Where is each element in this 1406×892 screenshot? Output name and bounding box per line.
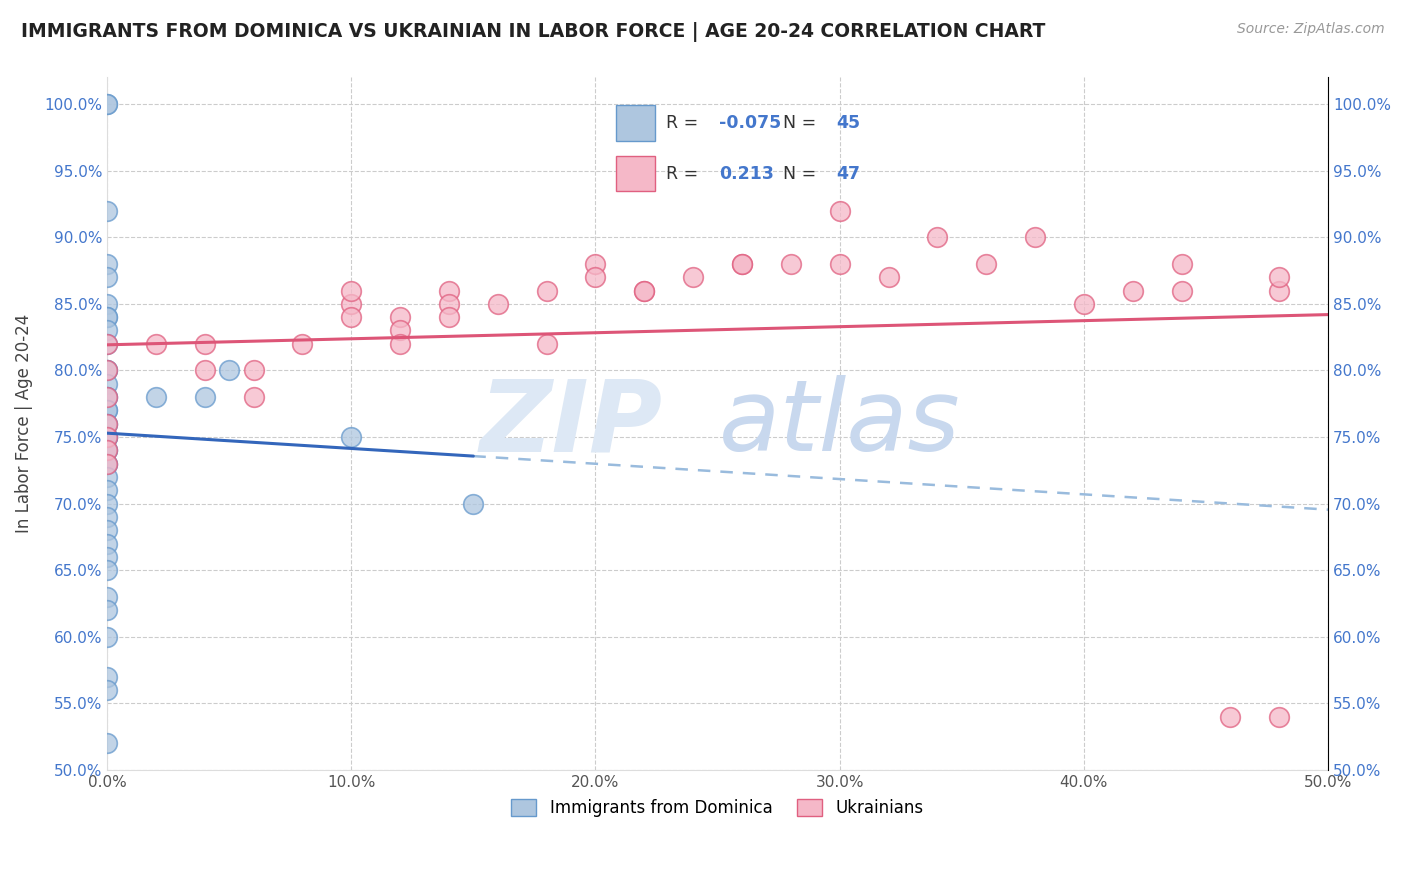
Point [96,390,118,404]
Point [96,457,118,471]
Point [682,270,704,285]
Point [1268,270,1291,285]
Point [96,417,118,431]
Point [96,457,118,471]
Point [96,270,118,285]
Point [877,270,900,285]
Point [340,284,363,298]
Point [96,430,118,444]
Point [437,284,460,298]
Point [96,443,118,458]
Point [486,297,509,311]
Point [96,590,118,604]
Point [194,363,217,377]
Point [291,336,314,351]
Point [828,257,851,271]
Point [96,549,118,564]
Point [974,257,997,271]
Point [536,284,558,298]
Text: ZIP: ZIP [479,376,662,472]
Point [96,536,118,550]
Point [463,497,485,511]
Text: Source: ZipAtlas.com: Source: ZipAtlas.com [1237,22,1385,37]
Point [1170,257,1192,271]
Point [96,523,118,537]
Point [96,417,118,431]
Legend: Immigrants from Dominica, Ukrainians: Immigrants from Dominica, Ukrainians [505,792,931,824]
Point [96,470,118,484]
Point [731,257,754,271]
Point [96,563,118,577]
Point [96,363,118,377]
Point [1024,230,1046,244]
Point [96,403,118,417]
Point [583,257,606,271]
Point [96,324,118,338]
Point [96,483,118,498]
Point [340,430,363,444]
Point [96,97,118,112]
Point [583,270,606,285]
Point [779,257,801,271]
Point [828,203,851,218]
Point [194,336,217,351]
Point [96,257,118,271]
Point [96,390,118,404]
Point [96,336,118,351]
Point [96,297,118,311]
Point [96,457,118,471]
Point [242,390,264,404]
Point [96,630,118,644]
Y-axis label: In Labor Force | Age 20-24: In Labor Force | Age 20-24 [15,314,32,533]
Point [731,257,754,271]
Point [1268,284,1291,298]
Point [96,417,118,431]
Point [218,363,240,377]
Point [96,443,118,458]
Point [242,363,264,377]
Point [340,310,363,325]
Point [340,297,363,311]
Point [96,203,118,218]
Point [633,284,655,298]
Point [96,310,118,325]
Text: IMMIGRANTS FROM DOMINICA VS UKRAINIAN IN LABOR FORCE | AGE 20-24 CORRELATION CHA: IMMIGRANTS FROM DOMINICA VS UKRAINIAN IN… [21,22,1046,42]
Point [1219,710,1241,724]
Point [96,363,118,377]
Point [96,430,118,444]
Point [194,390,217,404]
Point [96,670,118,684]
Point [633,284,655,298]
Point [1170,284,1192,298]
Point [96,390,118,404]
Point [145,390,167,404]
Point [389,324,412,338]
Point [437,310,460,325]
Point [96,497,118,511]
Point [96,443,118,458]
Point [437,297,460,311]
Point [927,230,949,244]
Point [96,430,118,444]
Point [96,363,118,377]
Point [96,683,118,698]
Point [1073,297,1095,311]
Point [1268,710,1291,724]
Point [96,336,118,351]
Point [96,310,118,325]
Point [96,376,118,391]
Point [96,510,118,524]
Point [96,430,118,444]
Point [96,603,118,617]
Point [96,736,118,750]
Point [96,97,118,112]
Point [96,403,118,417]
Text: atlas: atlas [718,376,960,472]
Point [536,336,558,351]
Point [145,336,167,351]
Point [389,336,412,351]
Point [1122,284,1144,298]
Point [389,310,412,325]
